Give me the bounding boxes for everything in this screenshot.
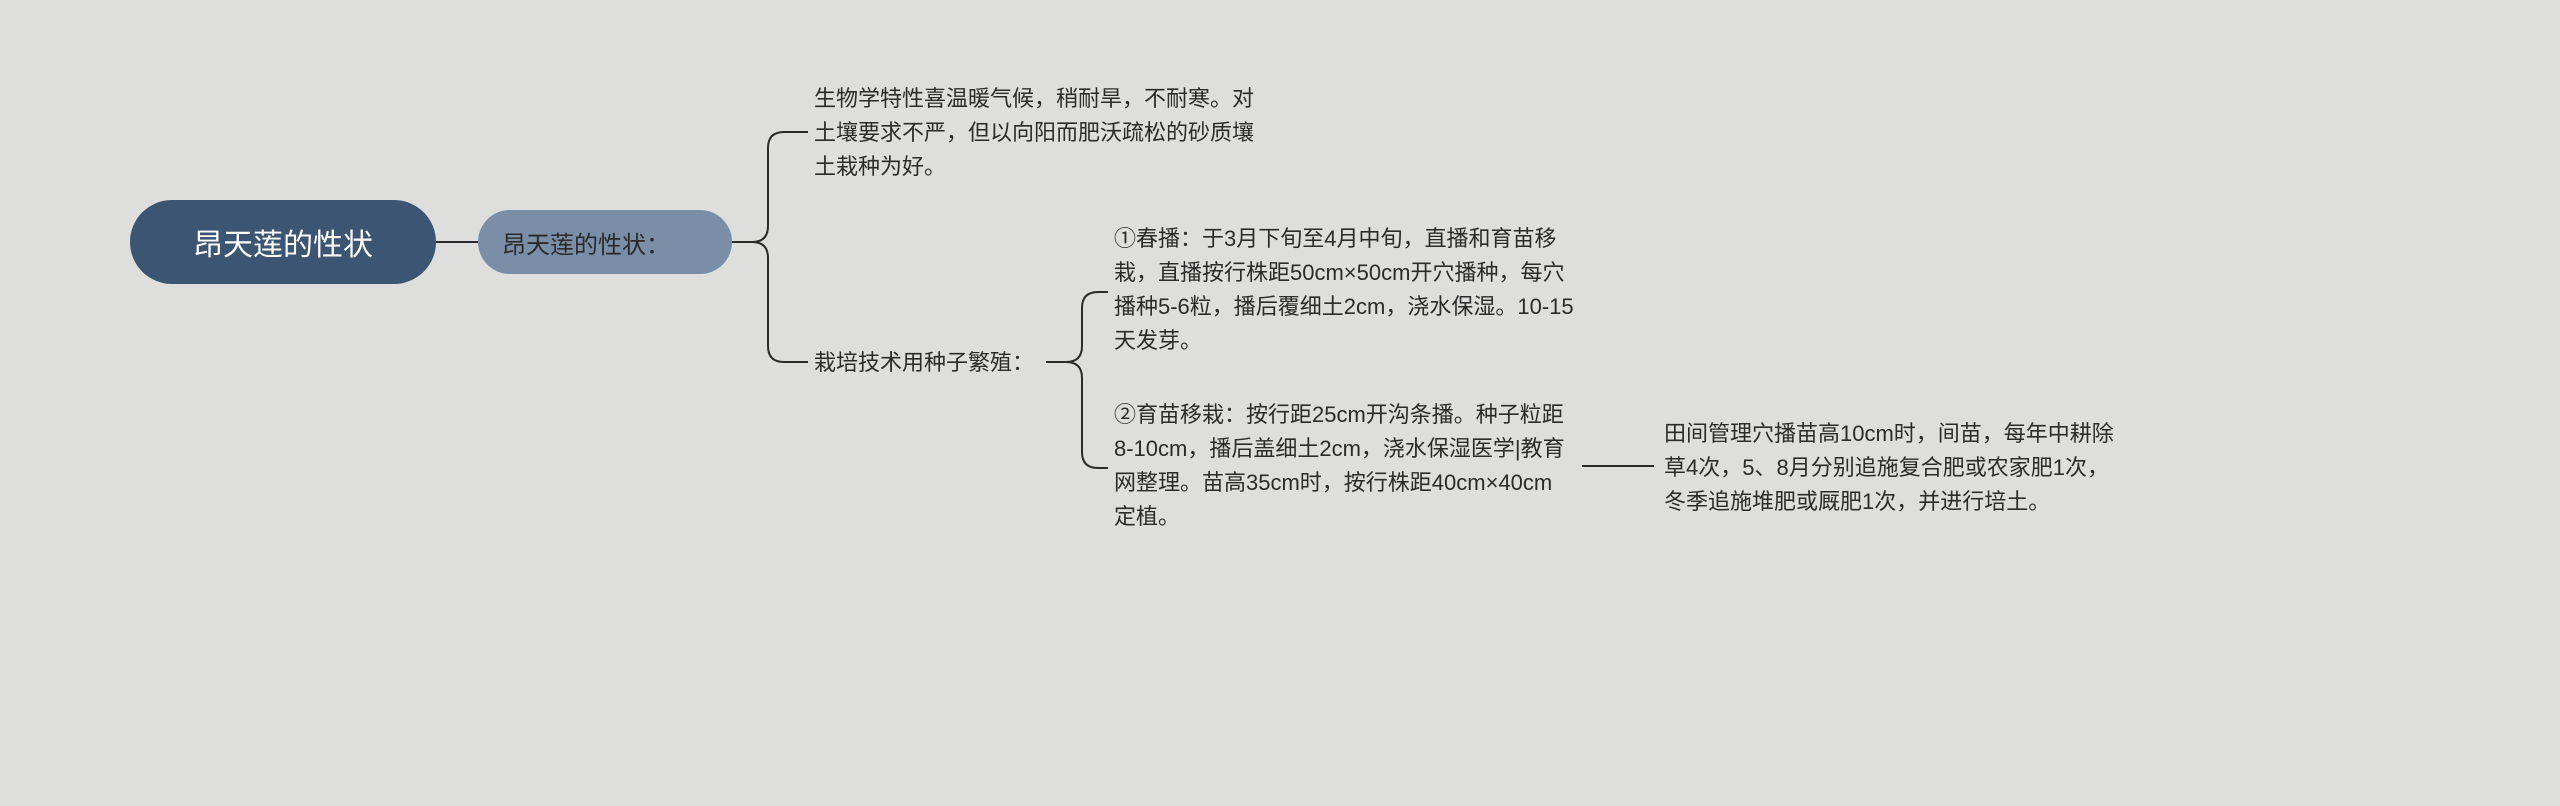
node-seedling-transplant: ②育苗移栽：按行距25cm开沟条播。种子粒距8-10cm，播后盖细土2cm，浇水… — [1114, 398, 1574, 534]
node-field-management: 田间管理穴播苗高10cm时，间苗，每年中耕除草4次，5、8月分别追施复合肥或农家… — [1664, 417, 2124, 519]
level1-node: 昂天莲的性状： — [478, 210, 732, 274]
level1-label: 昂天莲的性状： — [502, 225, 670, 260]
root-node: 昂天莲的性状 — [130, 200, 436, 284]
node-cultivation: 栽培技术用种子繁殖： — [814, 346, 1034, 380]
node-biology: 生物学特性喜温暖气候，稍耐旱，不耐寒。对土壤要求不严，但以向阳而肥沃疏松的砂质壤… — [814, 82, 1274, 184]
node-spring-sowing: ①春播：于3月下旬至4月中旬，直播和育苗移栽，直播按行株距50cm×50cm开穴… — [1114, 222, 1574, 358]
root-label: 昂天莲的性状 — [193, 220, 373, 264]
